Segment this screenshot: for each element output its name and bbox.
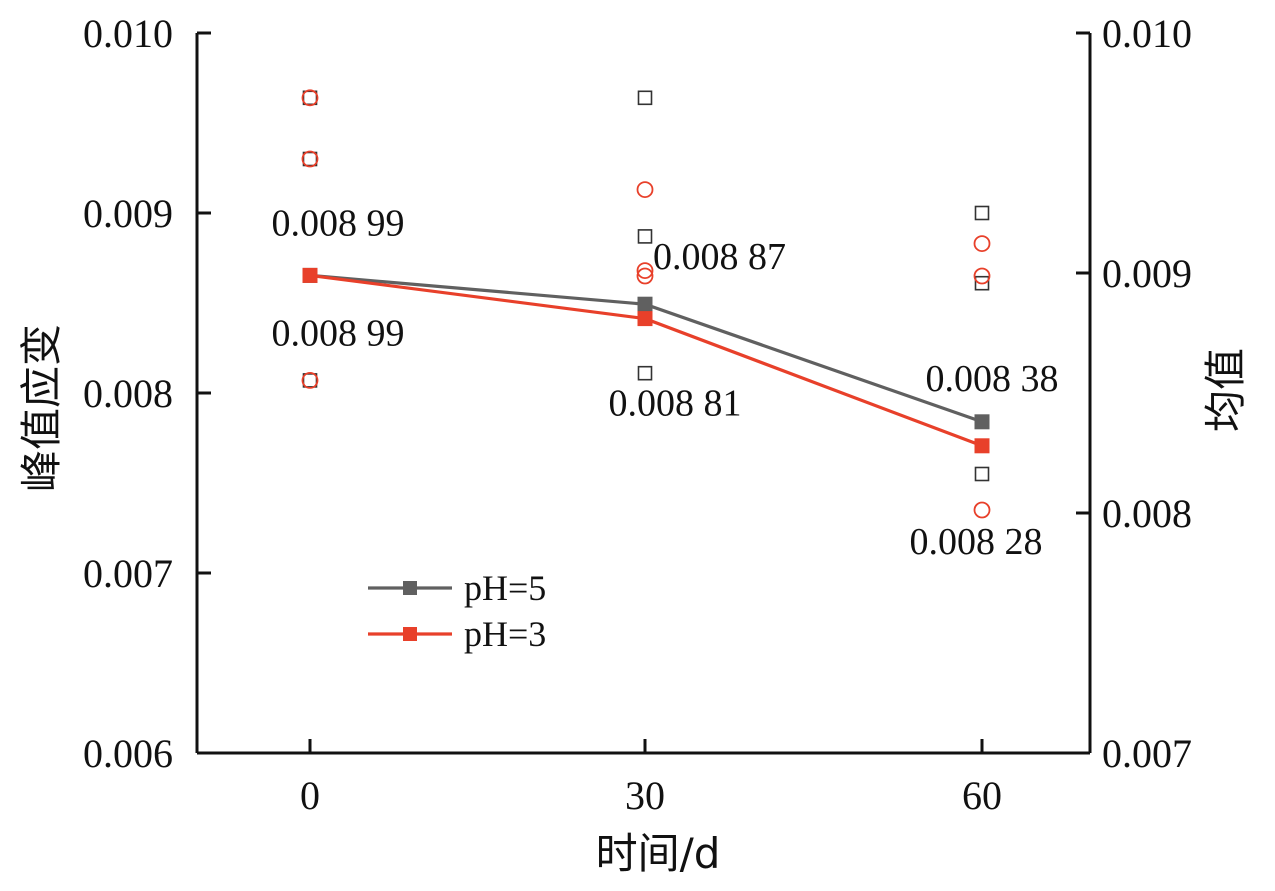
scatter-square <box>637 90 653 106</box>
y2-tick-label: 0.010 <box>1102 11 1192 56</box>
series-lines <box>302 267 990 454</box>
scatter-points <box>301 89 991 519</box>
legend-swatch-marker <box>403 581 417 595</box>
scatter-circle <box>636 262 654 280</box>
scatter-circle <box>301 89 319 107</box>
x-tick-label: 30 <box>625 773 665 818</box>
y-tick-label: 0.007 <box>83 551 173 596</box>
data-label: 0.008 81 <box>609 383 742 425</box>
series-point <box>637 296 653 312</box>
data-label: 0.008 99 <box>272 312 405 354</box>
scatter-square <box>974 205 990 221</box>
data-label: 0.008 38 <box>926 358 1059 400</box>
y2-axis-title: 均值 <box>1201 348 1250 432</box>
data-label: 0.008 28 <box>910 521 1043 563</box>
scatter-square <box>974 275 990 291</box>
series-point <box>637 311 653 327</box>
scatter-square <box>302 373 318 388</box>
y-tick-label: 0.008 <box>83 371 173 416</box>
scatter-circle <box>973 501 991 519</box>
x-tick-label: 60 <box>962 773 1002 818</box>
x-tick-label: 0 <box>300 773 320 818</box>
scatter-square <box>637 365 653 381</box>
scatter-square <box>302 151 318 167</box>
series-point <box>974 414 990 430</box>
y2-tick-label: 0.009 <box>1102 251 1192 296</box>
scatter-circle <box>973 235 991 253</box>
legend-label: pH=5 <box>464 568 546 608</box>
y-tick-label: 0.006 <box>83 731 173 776</box>
scatter-circle <box>301 150 319 168</box>
legend-label: pH=3 <box>464 614 546 654</box>
y2-tick-label: 0.007 <box>1102 731 1192 776</box>
data-labels: 0.008 99 0.008 87 0.008 38 0.008 99 0.008 81… <box>272 202 1059 562</box>
series-point <box>302 267 318 283</box>
scatter-square <box>302 90 318 106</box>
scatter-circle <box>636 181 654 199</box>
y-axis-title: 峰值应变 <box>17 324 66 492</box>
series-point <box>974 438 990 454</box>
data-label: 0.008 99 <box>272 202 405 244</box>
scatter-circle <box>973 267 991 285</box>
data-label: 0.008 87 <box>653 236 786 278</box>
x-axis-title: 时间/d <box>596 829 721 878</box>
scatter-circle <box>301 371 319 389</box>
y2-tick-label: 0.008 <box>1102 491 1192 536</box>
scatter-square <box>637 229 653 244</box>
scatter-square <box>974 466 990 482</box>
axes: 0.006 0.007 0.008 0.009 0.010 0.007 0.008 0.009… <box>83 11 1192 818</box>
y-tick-label: 0.010 <box>83 11 173 56</box>
scatter-circle <box>636 267 654 285</box>
y-tick-label: 0.009 <box>83 191 173 236</box>
legend: pH=5 pH=3 <box>368 568 546 654</box>
legend-swatch-marker <box>403 627 417 641</box>
